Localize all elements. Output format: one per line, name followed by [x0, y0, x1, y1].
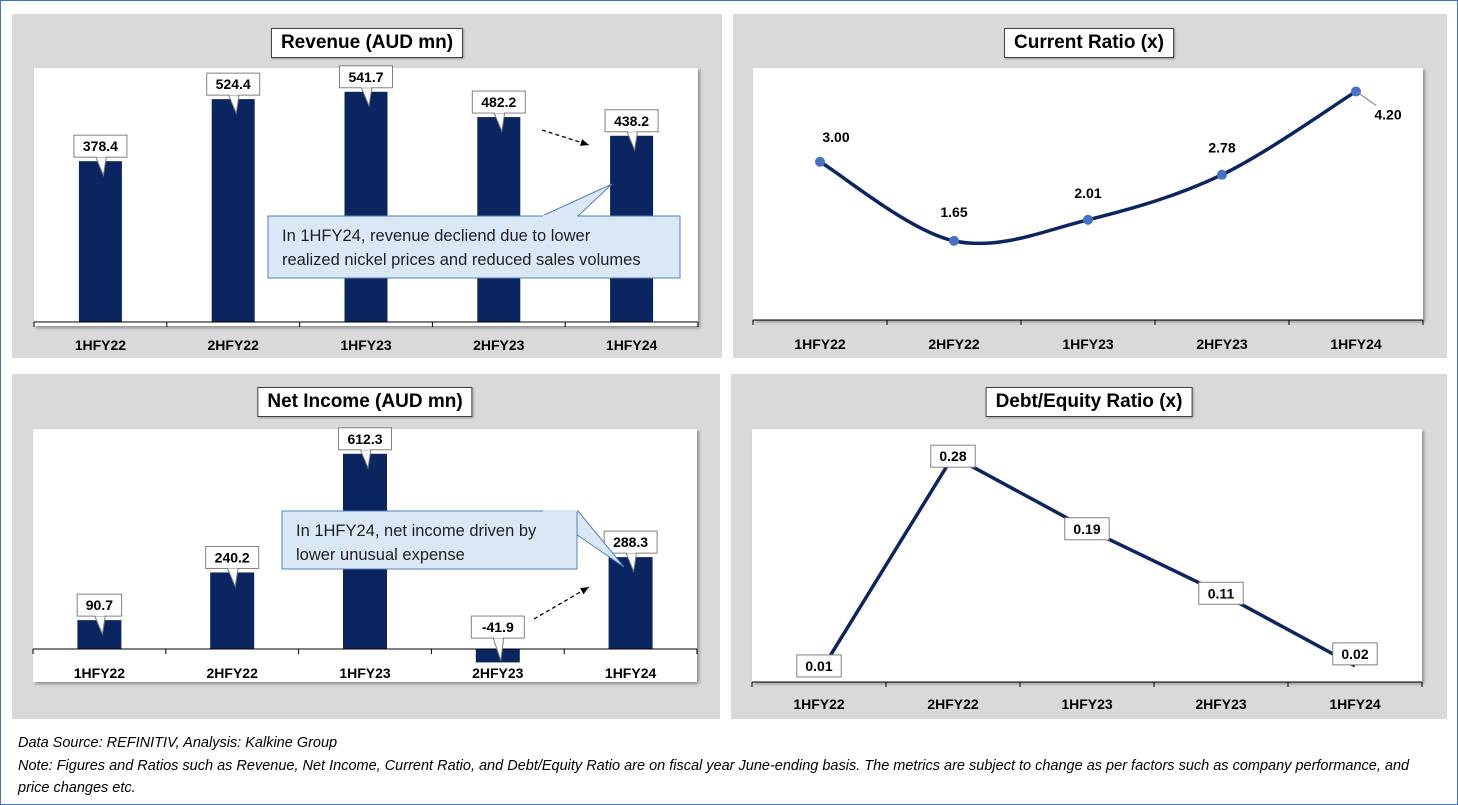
debt-equity-data-label: 0.28 [939, 448, 966, 464]
debt-equity-data-label: 0.02 [1341, 646, 1368, 662]
net-income-tick-label: 2HFY23 [472, 665, 524, 681]
revenue-annotation-box [267, 215, 681, 279]
current-ratio-tick-label: 1HFY23 [1062, 336, 1114, 352]
net-income-title: Net Income (AUD mn) [257, 387, 473, 417]
net-income-bar [475, 649, 520, 663]
debt-equity-data-label-box [1198, 581, 1244, 605]
net-income-chart: 1HFY22 2HFY22 1HFY23 2HFY23 1HFY24 90.7 240.2 6… [32, 427, 698, 681]
revenue-data-label-box [206, 72, 261, 96]
revenue-trend-arrow [541, 129, 590, 146]
revenue-bar [78, 161, 122, 322]
net-income-bar [608, 557, 653, 650]
current-ratio-tick-label: 2HFY22 [928, 336, 980, 352]
revenue-data-label: 438.2 [614, 113, 649, 129]
debt-equity-data-label: 0.01 [805, 658, 832, 674]
debt-equity-data-label-box [796, 654, 842, 678]
current-ratio-tick-label: 1HFY22 [794, 336, 846, 352]
revenue-data-label: 541.7 [348, 69, 383, 85]
net-income-data-label-box [470, 615, 525, 639]
current-ratio-leader [1355, 91, 1377, 106]
current-ratio-data-label: 3.00 [822, 129, 849, 145]
debt-equity-chart: 1HFY22 2HFY22 1HFY23 2HFY23 1HFY24 0.01 0.28 0.… [751, 444, 1423, 712]
current-ratio-title: Current Ratio (x) [1004, 28, 1174, 58]
current-ratio-point [1083, 214, 1093, 225]
revenue-data-label: 482.2 [481, 94, 516, 110]
net-income-panel: 1HFY22 2HFY22 1HFY23 2HFY23 1HFY24 90.7 240.2 6… [12, 374, 720, 719]
debt-equity-tick-label: 1HFY23 [1061, 696, 1113, 712]
net-income-data-label: 90.7 [86, 597, 113, 613]
net-income-tick-label: 1HFY24 [605, 665, 657, 681]
revenue-data-label: 524.4 [216, 76, 251, 92]
net-income-tick-label: 1HFY22 [74, 665, 126, 681]
net-income-tick-label: 1HFY23 [339, 665, 391, 681]
debt-equity-tick-label: 2HFY22 [927, 696, 979, 712]
net-income-tick-label: 2HFY22 [207, 665, 259, 681]
current-ratio-data-label: 1.65 [940, 204, 967, 220]
debt-equity-tick-label: 1HFY22 [793, 696, 845, 712]
debt-equity-tick-label: 2HFY23 [1195, 696, 1247, 712]
current-ratio-data-label: 4.20 [1374, 106, 1401, 122]
revenue-tick-label: 1HFY24 [606, 337, 658, 353]
net-income-data-label: 288.3 [613, 534, 648, 550]
revenue-annotation: In 1HFY24, revenue decliend due to lower… [282, 227, 641, 269]
revenue-trend-arrow-head [580, 139, 589, 146]
revenue-data-label: 378.4 [83, 138, 118, 154]
current-ratio-point [949, 235, 959, 246]
current-ratio-point [815, 156, 825, 167]
revenue-bar [211, 99, 255, 322]
current-ratio-point [1217, 169, 1227, 180]
net-income-trend-arrow-head [580, 587, 589, 595]
net-income-data-label: 612.3 [347, 431, 382, 447]
revenue-tick-label: 1HFY23 [340, 337, 392, 353]
current-ratio-tick-label: 1HFY24 [1330, 336, 1382, 352]
revenue-annotation-pointer [541, 183, 613, 217]
net-income-annotation: In 1HFY24, net income driven by lower unu… [296, 522, 537, 564]
data-source-note: Data Source: REFINITIV, Analysis: Kalkin… [18, 735, 338, 751]
revenue-title: Revenue (AUD mn) [270, 28, 464, 58]
revenue-bar [344, 91, 388, 322]
net-income-annotation-box [281, 510, 578, 570]
net-income-trend-arrow [533, 586, 590, 620]
net-income-bar [210, 572, 255, 650]
current-ratio-panel: 1HFY22 2HFY22 1HFY23 2HFY23 1HFY24 3.00 1.65 2.… [733, 14, 1447, 358]
debt-equity-tick-label: 1HFY24 [1329, 696, 1381, 712]
debt-equity-panel: 1HFY22 2HFY22 1HFY23 2HFY23 1HFY24 0.01 0.28 0.… [731, 374, 1447, 719]
debt-equity-data-label-box [1332, 642, 1378, 666]
debt-equity-data-label: 0.11 [1208, 585, 1235, 601]
current-ratio-tick-label: 2HFY23 [1196, 336, 1248, 352]
methodology-note: Note: Figures and Ratios such as Revenue… [18, 758, 1410, 796]
revenue-tick-label: 2HFY22 [208, 337, 260, 353]
current-ratio-chart: 1HFY22 2HFY22 1HFY23 2HFY23 1HFY24 3.00 1.65 2.… [752, 86, 1424, 352]
revenue-panel: 1HFY22 2HFY22 1HFY23 2HFY23 1HFY24 378.4 524.4… [12, 14, 722, 358]
debt-equity-data-label-box [930, 444, 976, 468]
revenue-tick-label: 1HFY22 [75, 337, 127, 353]
revenue-chart: 1HFY22 2HFY22 1HFY23 2HFY23 1HFY24 378.4 524.4… [33, 65, 699, 353]
debt-equity-data-label: 0.19 [1073, 521, 1100, 537]
debt-equity-title: Debt/Equity Ratio (x) [985, 387, 1193, 417]
current-ratio-data-label: 2.78 [1208, 140, 1235, 156]
net-income-data-label: 240.2 [215, 549, 250, 565]
current-ratio-data-label: 2.01 [1074, 185, 1101, 201]
debt-equity-data-label-box [1064, 517, 1110, 541]
debt-equity-line [817, 453, 1356, 675]
net-income-data-label: -41.9 [482, 619, 514, 635]
revenue-tick-label: 2HFY23 [473, 337, 525, 353]
